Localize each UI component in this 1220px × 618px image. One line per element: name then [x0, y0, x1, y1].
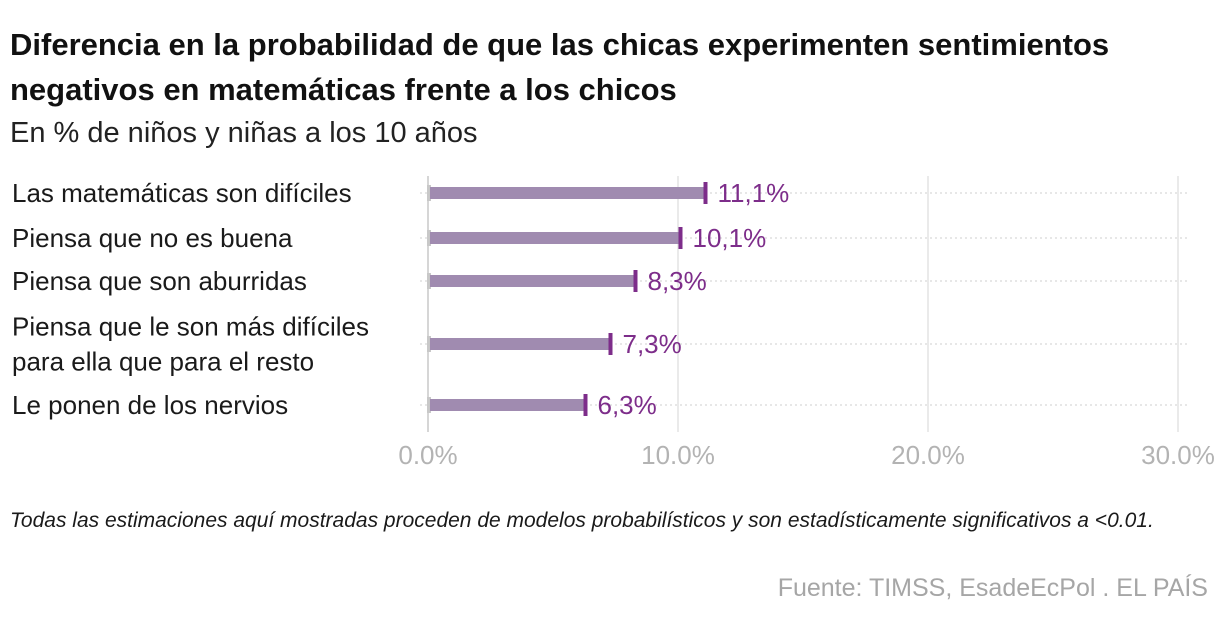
bar: [430, 187, 706, 199]
bar: [430, 275, 636, 287]
footnote: Todas las estimaciones aquí mostradas pr…: [10, 509, 1154, 532]
bar-end-marker: [583, 394, 588, 416]
bar-start-stub: [427, 273, 431, 289]
bar-end-marker: [633, 270, 638, 292]
category-label: para ella que para el resto: [12, 347, 314, 377]
value-label: 8,3%: [648, 266, 707, 296]
bar: [430, 399, 586, 411]
bar: [430, 232, 681, 244]
category-label: Piensa que no es buena: [12, 223, 293, 253]
chart-subtitle: En % de niños y niñas a los 10 años: [10, 117, 478, 149]
x-tick-label: 30.0%: [1141, 440, 1215, 470]
bar-start-stub: [427, 397, 431, 413]
bar-start-stub: [427, 185, 431, 201]
bar: [430, 338, 611, 350]
x-tick-label: 20.0%: [891, 440, 965, 470]
value-label: 6,3%: [598, 390, 657, 420]
x-tick-label: 10.0%: [641, 440, 715, 470]
category-label: Le ponen de los nervios: [12, 390, 288, 420]
value-label: 11,1%: [718, 178, 790, 208]
bar-end-marker: [608, 333, 613, 355]
source-credit: Fuente: TIMSS, EsadeEcPol . EL PAÍS: [777, 574, 1208, 602]
category-label: Piensa que le son más difíciles: [12, 312, 369, 342]
category-label: Las matemáticas son difíciles: [12, 178, 352, 208]
bar-end-marker: [703, 182, 708, 204]
bar-end-marker: [678, 227, 683, 249]
category-label: Piensa que son aburridas: [12, 266, 307, 296]
chart-title: Diferencia en la probabilidad de que las…: [10, 27, 1110, 107]
bar-start-stub: [427, 336, 431, 352]
x-tick-label: 0.0%: [398, 440, 457, 470]
value-label: 7,3%: [623, 329, 682, 359]
value-label: 10,1%: [693, 223, 767, 253]
bar-chart: 11,1% Las matemáticas son difíciles 10,1% P…: [12, 176, 1215, 470]
bar-start-stub: [427, 230, 431, 246]
